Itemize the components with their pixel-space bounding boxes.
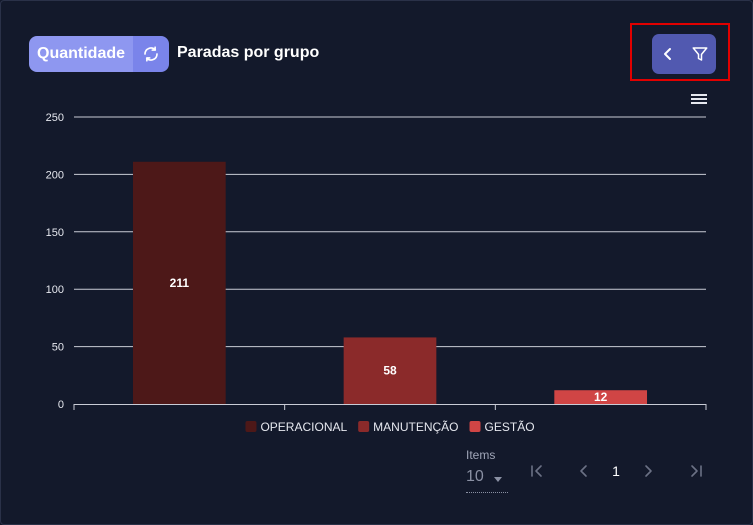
hamburger-menu-icon[interactable] xyxy=(690,92,708,106)
bar xyxy=(554,390,648,404)
data-label: 211 xyxy=(170,276,190,290)
y-tick-label: 0 xyxy=(58,399,64,411)
metric-toggle[interactable]: Quantidade xyxy=(29,36,170,72)
legend-label: GESTÃO xyxy=(485,420,535,434)
page-size-select[interactable]: 10 xyxy=(466,468,508,493)
filter-icon xyxy=(692,47,708,61)
legend-item[interactable]: OPERACIONAL xyxy=(245,420,347,434)
y-tick-label: 50 xyxy=(52,342,64,354)
filter-button[interactable] xyxy=(684,34,716,74)
y-tick-label: 150 xyxy=(46,227,64,239)
chevron-down-icon xyxy=(494,477,502,482)
legend-item[interactable]: MANUTENÇÃO xyxy=(358,420,459,434)
y-tick-label: 100 xyxy=(46,284,64,296)
prev-page-button[interactable] xyxy=(574,461,594,481)
legend-label: OPERACIONAL xyxy=(260,420,347,434)
last-page-icon xyxy=(691,465,702,477)
legend-swatch xyxy=(245,421,257,432)
bar xyxy=(132,161,226,404)
refresh-button[interactable] xyxy=(133,36,170,72)
chevron-left-icon xyxy=(664,48,671,60)
page-title: Paradas por grupo xyxy=(177,44,320,61)
chevron-left-icon xyxy=(580,465,587,477)
y-tick-label: 200 xyxy=(46,169,64,181)
current-page[interactable]: 1 xyxy=(612,463,620,479)
legend-swatch xyxy=(469,421,481,432)
legend-label: MANUTENÇÃO xyxy=(373,420,458,434)
y-tick-label: 250 xyxy=(46,112,64,124)
next-page-button[interactable] xyxy=(638,461,658,481)
legend-item[interactable]: GESTÃO xyxy=(469,420,535,434)
last-page-button[interactable] xyxy=(686,461,706,481)
data-label: 12 xyxy=(594,390,608,404)
metric-toggle-label[interactable]: Quantidade xyxy=(29,36,134,72)
back-button[interactable] xyxy=(652,34,684,74)
items-label: Items xyxy=(466,448,496,462)
page-size-value: 10 xyxy=(466,468,484,485)
data-label: 58 xyxy=(383,364,397,378)
first-page-icon xyxy=(531,465,542,477)
bar xyxy=(343,337,437,404)
header-button-group xyxy=(652,34,716,74)
highlight-box xyxy=(630,23,730,81)
refresh-icon xyxy=(144,46,158,62)
chevron-right-icon xyxy=(645,465,652,477)
legend-swatch xyxy=(358,421,370,432)
bar-chart: 0 50 100 150 200 250 211 58 12 OPERACIONAL MANUTEN… xyxy=(46,112,707,434)
first-page-button[interactable] xyxy=(527,461,547,481)
